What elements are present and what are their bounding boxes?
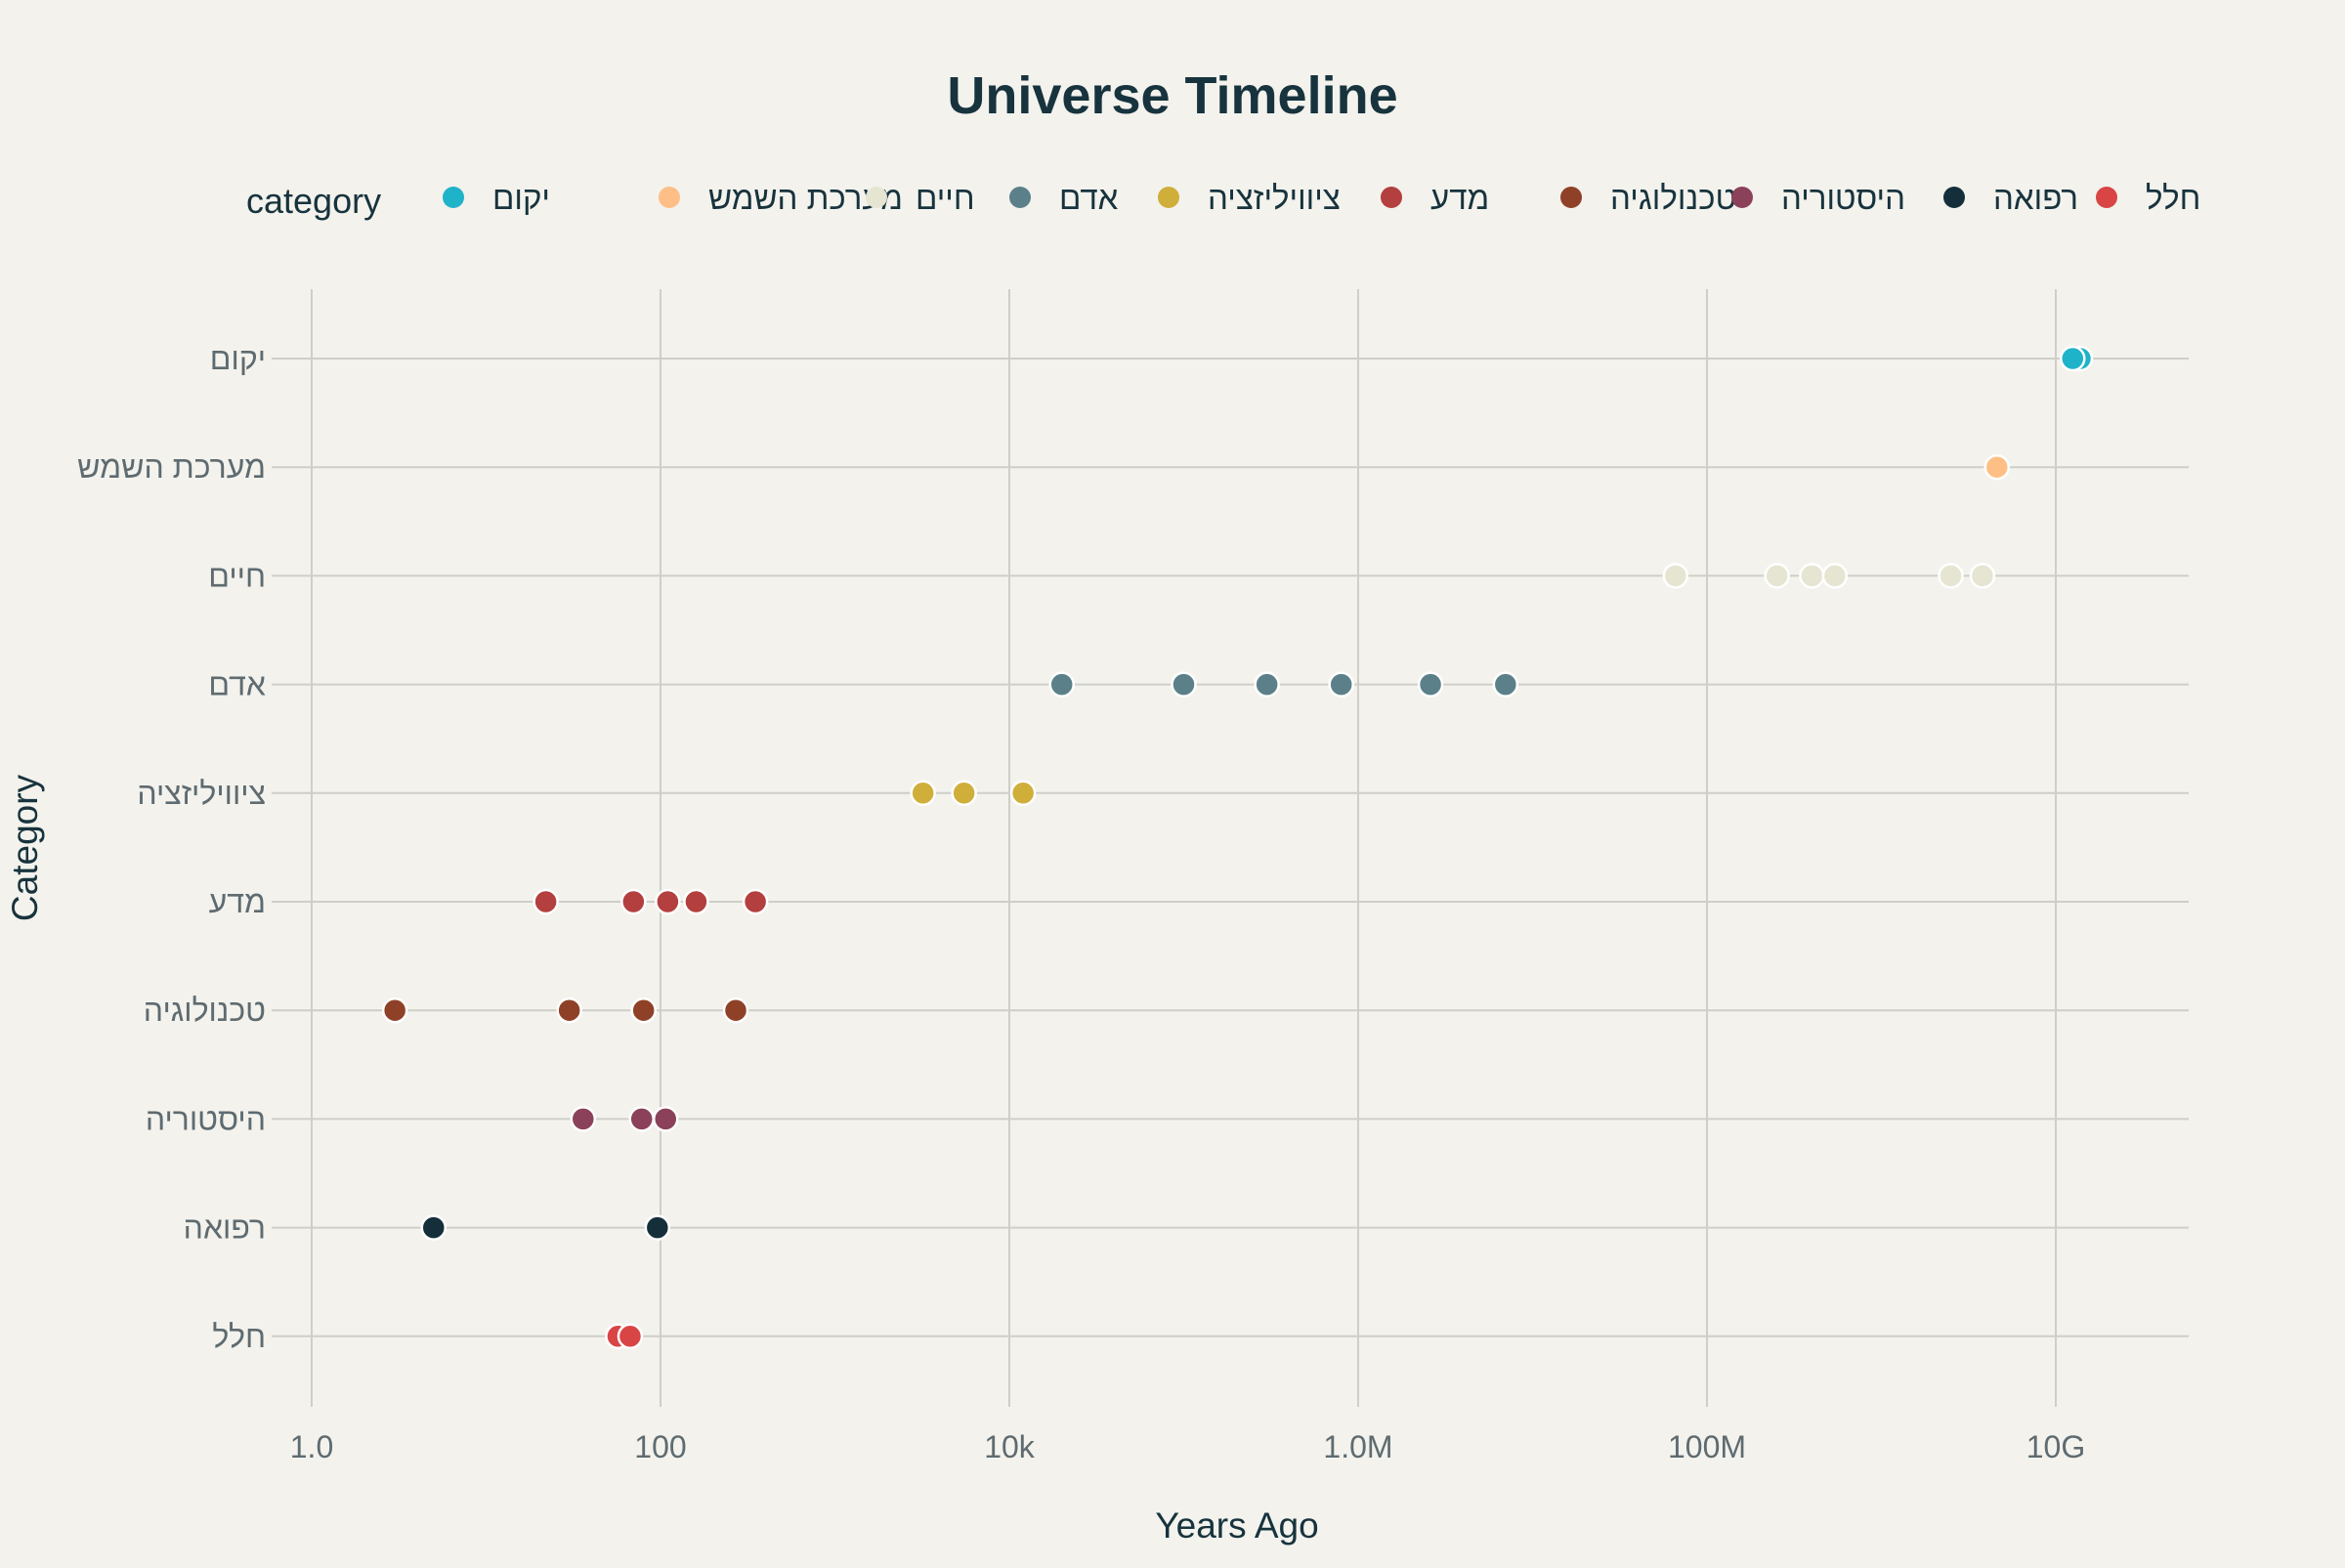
data-point <box>556 996 582 1024</box>
data-point <box>1417 671 1444 698</box>
legend-label: חיים <box>916 180 975 216</box>
x-tick-label: 1.0 <box>290 1429 333 1464</box>
data-point <box>2060 345 2086 372</box>
x-tick-label: 1.0M <box>1323 1429 1392 1464</box>
data-point <box>1048 671 1075 698</box>
legend-item[interactable]: טכנולוגיה <box>1560 180 1736 216</box>
data-point <box>1171 671 1197 698</box>
data-point <box>1662 563 1689 589</box>
y-tick-label: רפואה <box>184 1210 266 1246</box>
legend-marker <box>1943 187 1965 208</box>
legend-marker <box>2096 187 2117 208</box>
legend-marker <box>866 187 887 208</box>
legend-item[interactable]: היסטוריה <box>1731 180 1905 216</box>
x-tick-label: 100 <box>634 1429 686 1464</box>
data-point <box>381 996 408 1024</box>
data-point <box>628 1106 655 1132</box>
legend-marker <box>1560 187 1582 208</box>
y-tick-label: אדם <box>208 667 266 702</box>
data-point <box>722 996 749 1024</box>
data-point <box>655 888 681 915</box>
legend-label: חלל <box>2146 180 2200 216</box>
x-axis-title: Years Ago <box>1155 1505 1318 1546</box>
legend-item[interactable]: מדע <box>1381 180 1489 216</box>
data-point <box>1799 563 1825 589</box>
data-point <box>644 1214 671 1241</box>
data-point <box>652 1106 679 1132</box>
y-tick-label: מערכת השמש <box>77 449 266 485</box>
y-tick-label: היסטוריה <box>146 1101 266 1136</box>
legend-item[interactable]: רפואה <box>1943 180 2078 216</box>
data-point <box>910 780 936 807</box>
x-axis-ticks: 1.0 100 10k 1.0M 100M 10G <box>290 1429 2085 1464</box>
data-point <box>1969 563 1996 589</box>
data-point <box>1821 563 1849 589</box>
x-gridlines <box>311 289 2057 1407</box>
data-points <box>381 345 2094 1350</box>
legend: category יקום מערכת השמש חיים אדם ציוויליזצי… <box>246 180 2200 221</box>
legend-label: טכנולוגיה <box>1610 180 1736 216</box>
chart-title: Universe Timeline <box>947 66 1397 125</box>
x-tick-label: 100M <box>1668 1429 1746 1464</box>
y-axis-title: Category <box>5 774 45 921</box>
data-point <box>570 1106 597 1132</box>
legend-label: ציוויליזציה <box>1208 180 1341 216</box>
legend-marker <box>659 187 680 208</box>
y-tick-label: יקום <box>210 341 266 376</box>
data-point <box>617 1323 644 1350</box>
data-point <box>620 888 647 915</box>
y-tick-label: חלל <box>212 1319 266 1354</box>
legend-item[interactable]: יקום <box>443 180 550 216</box>
y-tick-label: חיים <box>208 558 266 593</box>
data-point <box>951 780 977 807</box>
x-tick-label: 10G <box>2026 1429 2085 1464</box>
data-point <box>1254 671 1280 698</box>
y-tick-label: מדע <box>209 884 266 919</box>
legend-marker <box>1381 187 1402 208</box>
data-point <box>1009 780 1037 807</box>
legend-label: אדם <box>1059 180 1119 216</box>
legend-label: רפואה <box>1993 180 2078 216</box>
legend-label: היסטוריה <box>1781 180 1905 216</box>
legend-marker <box>1158 187 1179 208</box>
legend-marker <box>1731 187 1753 208</box>
legend-item[interactable]: ציוויליזציה <box>1158 180 1341 216</box>
x-tick-label: 10k <box>984 1429 1036 1464</box>
data-point <box>533 888 559 915</box>
legend-item[interactable]: אדם <box>1009 180 1119 216</box>
legend-marker <box>1009 187 1031 208</box>
data-point <box>1764 563 1790 589</box>
data-point <box>1983 453 2011 481</box>
y-axis-ticks: יקום מערכת השמש חיים אדם ציוויליזציה מדע טכנול… <box>77 341 266 1354</box>
legend-label: יקום <box>492 180 550 216</box>
legend-item[interactable]: חיים <box>866 180 975 216</box>
data-point <box>630 996 657 1024</box>
data-point <box>1938 563 1964 589</box>
y-tick-label: ציוויליזציה <box>137 776 266 811</box>
data-point <box>1328 671 1354 698</box>
y-tick-label: טכנולוגיה <box>144 993 266 1028</box>
legend-item[interactable]: חלל <box>2096 180 2200 216</box>
legend-marker <box>443 187 464 208</box>
data-point <box>1492 671 1519 698</box>
legend-title: category <box>246 181 381 221</box>
data-point <box>420 1214 448 1241</box>
data-point <box>742 888 769 915</box>
y-gridlines <box>272 358 2189 1337</box>
data-point <box>683 888 709 915</box>
legend-label: מדע <box>1430 180 1489 216</box>
